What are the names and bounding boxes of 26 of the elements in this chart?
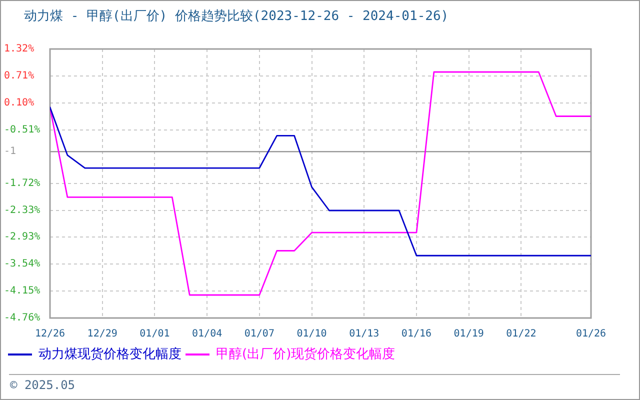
- y-tick-label: 1.32%: [4, 44, 34, 55]
- y-tick-label: -2.33%: [4, 205, 40, 216]
- y-tick-label: -3.54%: [4, 258, 40, 270]
- legend-label: 动力煤现货价格变化幅度: [38, 346, 182, 362]
- x-tick-label: 01/13: [349, 328, 380, 340]
- x-tick-label: 01/16: [401, 328, 432, 340]
- y-tick-label: -4.76%: [4, 312, 40, 324]
- y-tick-label: -0.51%: [4, 124, 40, 136]
- x-tick-label: 12/26: [34, 328, 66, 340]
- x-tick-label: 01/19: [454, 328, 484, 340]
- y-tick-label: -4.15%: [4, 286, 40, 297]
- x-tick-label: 12/29: [87, 328, 118, 340]
- y-tick-label: -2.93%: [4, 232, 40, 243]
- y-tick-label: 0.71%: [4, 70, 34, 82]
- y-tick-label: 0.10%: [4, 98, 34, 109]
- x-tick-label: 01/01: [140, 328, 170, 340]
- chart-title: 动力煤 - 甲醇(出厂价) 价格趋势比较(2023-12-26 - 2024-01-26): [24, 9, 449, 25]
- x-tick-label: 01/26: [576, 328, 606, 340]
- text: © 2025.05: [9, 374, 620, 393]
- x-tick-label: 01/10: [296, 328, 327, 340]
- x-tick-label: 01/07: [244, 328, 274, 340]
- x-tick-label: 01/22: [506, 328, 536, 340]
- legend-label: 甲醇(出厂价)现货价格变化幅度: [216, 346, 396, 362]
- y-tick-label: -1: [4, 146, 16, 158]
- y-tick-label: -1.72%: [4, 178, 40, 190]
- x-tick-label: 01/04: [192, 328, 222, 340]
